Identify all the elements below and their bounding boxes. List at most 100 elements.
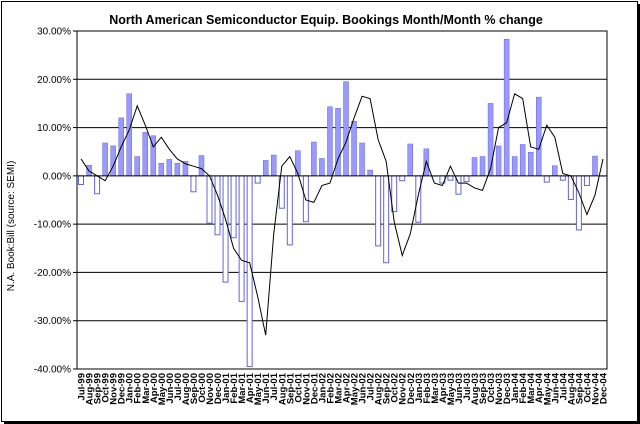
x-tick-label: Aug-00	[181, 373, 192, 405]
x-tick-label: Sep-02	[382, 373, 393, 404]
x-tick-label: Jul-99	[77, 373, 88, 400]
bar	[511, 156, 518, 177]
trend-line	[80, 93, 604, 336]
x-tick-label: Apr-03	[438, 373, 449, 403]
bar	[343, 81, 349, 177]
x-tick-label: Sep-04	[574, 372, 585, 404]
bar	[559, 175, 566, 181]
x-tick-label: Mar-03	[430, 373, 441, 404]
x-tick-label: Oct-01	[293, 372, 304, 402]
x-tick-label: Oct-00	[197, 373, 208, 403]
bar	[447, 175, 454, 181]
bar	[102, 142, 108, 177]
x-tick-label: Dec-00	[213, 373, 224, 404]
bar	[552, 165, 558, 177]
x-tick-label: Sep-03	[478, 373, 489, 404]
bar	[94, 175, 101, 195]
x-tick-label: Jun-02	[358, 373, 369, 404]
bar	[583, 175, 590, 187]
x-tick-label: Jan-04	[510, 372, 521, 403]
bar	[471, 157, 478, 177]
bar	[463, 175, 470, 183]
bar	[367, 169, 373, 177]
y-tick-label: -40.00%	[34, 365, 71, 376]
bar	[222, 175, 229, 283]
plot-area-border	[76, 30, 608, 370]
x-tick-label: Oct-03	[486, 373, 497, 403]
x-tick-label: Aug-01	[277, 372, 288, 405]
x-tick-label: Nov-02	[398, 373, 409, 405]
x-tick-label: Sep-00	[189, 373, 200, 404]
y-tick-label: -10.00%	[34, 220, 71, 231]
x-tick-label: Dec-04	[598, 372, 609, 404]
x-tick-label: Mar-00	[141, 373, 152, 404]
x-tick-label: Jun-00	[165, 373, 176, 404]
bar	[206, 175, 213, 224]
bar	[543, 175, 550, 183]
bar	[262, 160, 269, 177]
bar	[351, 121, 357, 177]
x-tick-label: May-00	[157, 373, 168, 405]
x-tick-label: Nov-03	[494, 373, 505, 405]
bar	[575, 175, 582, 231]
chart-title: North American Semiconductor Equip. Book…	[109, 13, 543, 27]
x-tick-label: Jan-01	[221, 372, 232, 403]
bar	[319, 158, 325, 177]
x-tick-label: Oct-02	[390, 373, 401, 403]
x-tick-label: Oct-99	[101, 373, 112, 403]
bar	[487, 103, 494, 177]
bar	[174, 163, 181, 177]
bar	[238, 175, 245, 302]
x-tick-label: Aug-04	[566, 372, 577, 405]
x-tick-label: May-01	[253, 372, 264, 405]
x-tick-label: Jun-04	[550, 372, 561, 403]
x-tick-label: Jan-00	[125, 373, 136, 403]
bar	[407, 143, 413, 177]
x-tick-label: Apr-02	[342, 373, 353, 403]
bar	[158, 163, 165, 177]
bar	[295, 150, 301, 177]
x-tick-label: Jun-03	[454, 373, 465, 404]
x-tick-label: May-02	[350, 373, 361, 405]
x-tick-label: Jan-03	[414, 373, 425, 403]
x-tick-label: Nov-01	[301, 372, 312, 404]
bar	[399, 175, 406, 182]
bar	[495, 145, 502, 177]
x-tick-label: Apr-04	[534, 372, 545, 403]
x-tick-label: Nov-99	[109, 373, 120, 405]
x-tick-label: Jul-02	[366, 373, 377, 400]
x-tick-label: Mar-01	[237, 372, 248, 403]
bar	[190, 175, 197, 193]
bar	[166, 159, 173, 177]
bar	[415, 175, 422, 223]
x-tick-label: Sep-99	[93, 373, 104, 404]
bars-group	[78, 38, 606, 368]
bar	[271, 154, 277, 177]
axes-group	[73, 30, 608, 370]
bar	[536, 96, 542, 177]
x-tick-label: Feb-00	[133, 373, 144, 404]
trend-line-group	[80, 93, 604, 336]
bar	[375, 175, 382, 247]
x-tick-label: Jan-02	[317, 373, 328, 403]
y-tick-label: -30.00%	[34, 316, 71, 327]
bar	[286, 175, 293, 246]
x-tick-label: Mar-04	[526, 372, 537, 403]
y-tick-label: 10.00%	[37, 123, 71, 134]
bar	[214, 175, 221, 236]
bar	[230, 175, 237, 239]
bar	[327, 106, 333, 177]
bar	[254, 175, 261, 184]
x-tick-label: Aug-99	[85, 373, 96, 405]
x-tick-label: Sep-01	[285, 372, 296, 404]
y-tick-label: 0.00%	[43, 171, 71, 182]
bar	[592, 155, 598, 177]
y-tick-labels: 30.00% 20.00% 10.00% 0.00% -10.00% -20.00% -30…	[34, 27, 71, 376]
x-tick-label: Dec-03	[502, 373, 513, 404]
bar	[479, 156, 486, 177]
x-tick-labels: Jul-99Aug-99Sep-99Oct-99Nov-99Dec-99Jan-…	[77, 372, 610, 405]
bar	[311, 141, 317, 177]
bar	[198, 155, 205, 177]
bar	[134, 156, 140, 177]
